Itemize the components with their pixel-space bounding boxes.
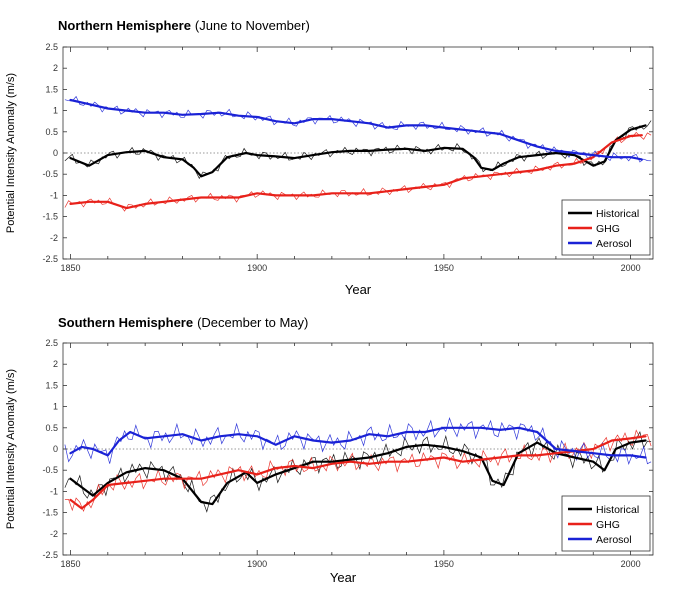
smoothed-series-group	[69, 98, 647, 210]
x-tick-label: 2000	[621, 559, 641, 569]
y-tick-label: -2	[50, 529, 58, 539]
northern-hemisphere-panel: Northern Hemisphere (June to November) -2…	[5, 18, 654, 297]
y-tick-label: 2.5	[45, 338, 58, 348]
y-tick-label: 1	[53, 402, 58, 412]
legend-label-aerosol: Aerosol	[596, 534, 632, 546]
x-tick-label: 1850	[60, 559, 80, 569]
y-tick-label: -1	[50, 190, 58, 200]
legend-label-ghg: GHG	[596, 223, 620, 235]
title-text: Northern Hemisphere	[58, 18, 191, 33]
y-axis: -2.5 -2 -1.5 -1 -0.5 0 0.5 1 1.5 2 2.5	[42, 42, 653, 264]
y-tick-label: 2.5	[45, 42, 58, 52]
y-tick-label: 2	[53, 63, 58, 73]
y-tick-label: -0.5	[42, 465, 58, 475]
southern-hemisphere-panel: Southern Hemisphere (December to May) -2.…	[5, 315, 654, 585]
x-axis-label: Year	[345, 282, 372, 297]
x-tick-label: 1850	[60, 263, 80, 273]
y-axis: -2.5 -2 -1.5 -1 -0.5 0 0.5 1 1.5 2 2.5	[42, 338, 653, 560]
x-axis: 1850 1900 1950 2000	[60, 47, 641, 273]
y-axis-label: Potential Intensity Anomaly (m/s)	[5, 73, 17, 233]
subtitle-text: (June to November)	[195, 18, 310, 33]
series-annual-historical	[64, 120, 652, 180]
series-annual-historical	[64, 431, 652, 513]
y-axis-label: Potential Intensity Anomaly (m/s)	[5, 369, 17, 529]
x-tick-label: 2000	[621, 263, 641, 273]
legend-label-aerosol: Aerosol	[596, 238, 632, 250]
x-tick-label: 1950	[434, 559, 454, 569]
legend-label-historical: Historical	[596, 208, 639, 220]
y-tick-label: 1	[53, 106, 58, 116]
series-annual-ghg	[64, 131, 652, 212]
x-tick-label: 1900	[247, 559, 267, 569]
series-smoothed-aerosol	[69, 426, 647, 459]
series-smoothed-ghg	[69, 134, 643, 210]
y-tick-label: -2.5	[42, 550, 58, 560]
y-tick-label: 1.5	[45, 380, 58, 390]
x-tick-label: 1950	[434, 263, 454, 273]
subtitle-text: (December to May)	[197, 315, 308, 330]
y-tick-label: 0	[53, 148, 58, 158]
legend: Historical GHG Aerosol	[561, 199, 651, 256]
legend-label-historical: Historical	[596, 504, 639, 516]
series-annual-aerosol	[64, 417, 652, 466]
y-tick-label: 0.5	[45, 127, 58, 137]
series-smoothed-aerosol	[69, 98, 643, 161]
y-tick-label: -1.5	[42, 212, 58, 222]
series-smoothed-historical	[69, 124, 647, 178]
smoothed-series-group	[69, 426, 647, 510]
y-tick-label: 0	[53, 444, 58, 454]
y-tick-label: 2	[53, 359, 58, 369]
legend-label-ghg: GHG	[596, 519, 620, 531]
legend: Historical GHG Aerosol	[561, 495, 651, 552]
y-tick-label: -0.5	[42, 169, 58, 179]
title-text: Southern Hemisphere	[58, 315, 193, 330]
y-tick-label: 0.5	[45, 423, 58, 433]
panel-title: Northern Hemisphere (June to November)	[58, 18, 310, 33]
y-tick-label: -1.5	[42, 508, 58, 518]
x-axis: 1850 1900 1950 2000	[60, 343, 641, 569]
panel-title: Southern Hemisphere (December to May)	[58, 315, 308, 330]
y-tick-label: 1.5	[45, 84, 58, 94]
y-tick-label: -2	[50, 233, 58, 243]
y-tick-label: -1	[50, 486, 58, 496]
series-smoothed-ghg	[69, 435, 647, 510]
y-tick-label: -2.5	[42, 254, 58, 264]
x-axis-label: Year	[330, 570, 357, 585]
x-tick-label: 1900	[247, 263, 267, 273]
